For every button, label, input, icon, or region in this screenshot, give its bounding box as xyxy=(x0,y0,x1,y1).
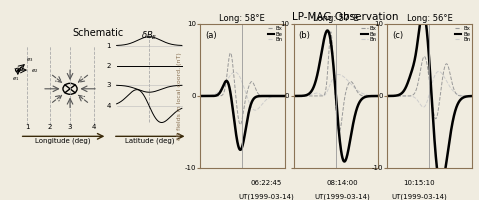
Text: 3: 3 xyxy=(106,82,111,88)
Text: (c): (c) xyxy=(392,31,403,40)
Text: Schematic: Schematic xyxy=(72,28,124,38)
Text: 1: 1 xyxy=(25,124,29,130)
Text: 06:22:45: 06:22:45 xyxy=(250,180,282,186)
Text: Longitude (deg): Longitude (deg) xyxy=(35,137,91,144)
Text: UT(1999-03-14): UT(1999-03-14) xyxy=(315,194,370,200)
Text: 4: 4 xyxy=(107,103,111,109)
Legend: Bx, Be, Bn: Bx, Be, Bn xyxy=(361,25,377,43)
Text: 10:15:10: 10:15:10 xyxy=(403,180,435,186)
Text: $e_2$: $e_2$ xyxy=(31,67,38,75)
Text: 2: 2 xyxy=(47,124,52,130)
Text: 1: 1 xyxy=(106,43,111,49)
Text: $e_1$: $e_1$ xyxy=(12,75,19,83)
Text: UT(1999-03-14): UT(1999-03-14) xyxy=(238,194,294,200)
Title: Long: 58°E: Long: 58°E xyxy=(219,14,265,23)
Text: $e_3$: $e_3$ xyxy=(26,56,34,64)
Legend: Bx, Be, Bn: Bx, Be, Bn xyxy=(267,25,284,43)
Y-axis label: δB fields in local coord. (nT): δB fields in local coord. (nT) xyxy=(177,52,182,140)
Text: 3: 3 xyxy=(68,124,72,130)
Title: Long: 57°E: Long: 57°E xyxy=(313,14,359,23)
Title: Long: 56°E: Long: 56°E xyxy=(407,14,452,23)
Text: (b): (b) xyxy=(298,31,310,40)
Text: LP-MAG Observation: LP-MAG Observation xyxy=(292,12,398,22)
Legend: Bx, Be, Bn: Bx, Be, Bn xyxy=(454,25,471,43)
Text: UT(1999-03-14): UT(1999-03-14) xyxy=(391,194,447,200)
Text: 08:14:00: 08:14:00 xyxy=(327,180,358,186)
Text: 2: 2 xyxy=(107,63,111,69)
Text: 4: 4 xyxy=(92,124,96,130)
Text: Latitude (deg): Latitude (deg) xyxy=(125,137,174,144)
Text: $\delta B_E$: $\delta B_E$ xyxy=(141,30,158,42)
Text: (a): (a) xyxy=(205,31,217,40)
